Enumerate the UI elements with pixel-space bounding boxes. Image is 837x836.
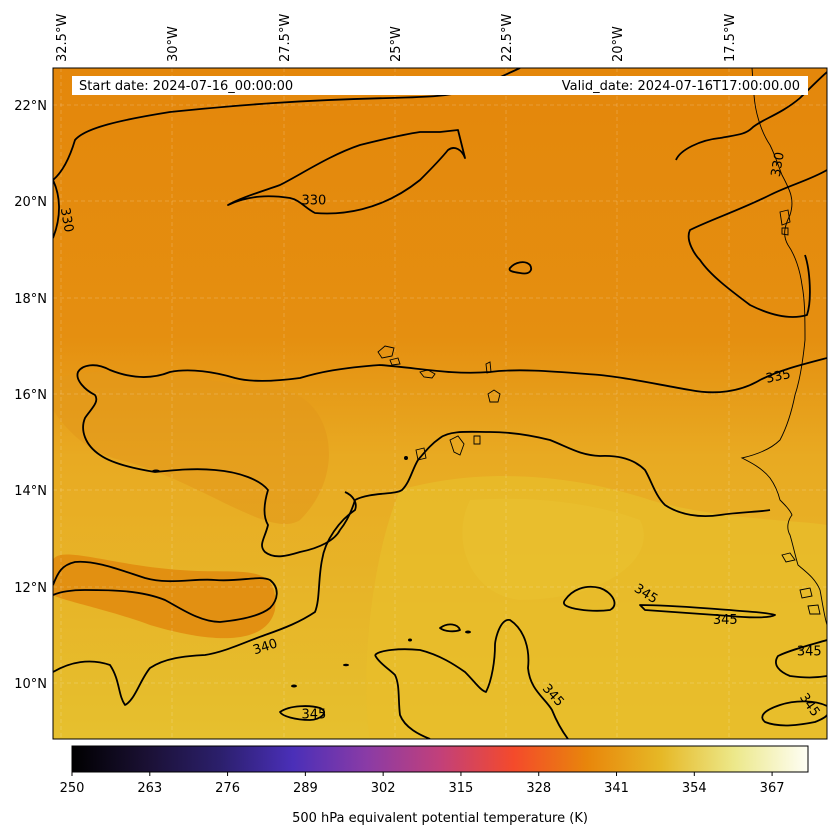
contour-label: 330 [769, 151, 788, 178]
contour-label: 330 [57, 207, 76, 234]
lat-label: 10°N [14, 677, 47, 692]
lon-label: 27.5°W [278, 14, 293, 62]
contour-345-se2 [761, 700, 827, 727]
island-bijagos-2 [799, 587, 813, 599]
lat-label: 14°N [14, 484, 47, 499]
lat-axis: 22°N 20°N 18°N 16°N 14°N 12°N 10°N [14, 99, 47, 692]
lat-label: 16°N [14, 388, 47, 403]
gridlines [53, 68, 827, 739]
coastline-points [152, 456, 471, 688]
island-bijagos-1 [781, 552, 796, 563]
island-cape-verde-7 [415, 447, 427, 461]
colorbar-tick-label: 354 [682, 781, 707, 796]
lon-label: 17.5°W [723, 14, 738, 62]
field-yellow-core [462, 498, 644, 600]
contour-label: 340 [251, 636, 279, 658]
lat-label: 20°N [14, 195, 47, 210]
contour-lines [53, 68, 827, 739]
contour-small-island-1 [439, 623, 461, 633]
colorbar: 250 263 276 289 302 315 328 341 354 367 500 hPa e… [60, 745, 809, 826]
lat-label: 22°N [14, 99, 47, 114]
colorbar-label: 500 hPa equivalent potential temperature… [292, 811, 588, 826]
contour-330-east [675, 71, 827, 161]
island-cape-verde-6 [449, 435, 465, 456]
islet-4 [404, 456, 408, 460]
colorbar-tick-label: 263 [137, 781, 162, 796]
island-cape-verde-8 [473, 435, 481, 445]
contour-345-w [279, 705, 325, 721]
island-canary-1 [779, 209, 791, 226]
contour-345-se [775, 639, 827, 679]
contour-330-nw-ridge [687, 169, 827, 318]
islet-6 [465, 630, 471, 634]
contour-label: 345 [797, 645, 822, 660]
contour-label: 330 [301, 193, 326, 208]
contour-345-east-a [562, 585, 616, 612]
field-warm-patch-sw [53, 371, 329, 525]
colorbar-tick-label: 276 [215, 781, 240, 796]
lon-label: 22.5°W [500, 14, 515, 62]
header-box [72, 76, 808, 95]
valid-date-label: Valid_date: 2024-07-16T17:00:00.00 [562, 79, 800, 94]
colorbar-tick-label: 315 [449, 781, 474, 796]
islet-2 [291, 684, 297, 688]
island-bijagos-3 [807, 604, 821, 615]
lon-label: 30°W [166, 26, 181, 62]
colorbar-ticks: 250 263 276 289 302 315 328 341 354 367 [60, 772, 785, 796]
colorbar-tick-label: 328 [526, 781, 551, 796]
start-date-label: Start date: 2024-07-16_00:00:00 [79, 79, 293, 94]
map-frame [52, 67, 828, 740]
contour-label: 335 [765, 367, 792, 387]
colorbar-tick-label: 367 [760, 781, 785, 796]
contour-340-sw [53, 560, 278, 623]
lon-label: 25°W [389, 26, 404, 62]
colorbar-bar [71, 745, 809, 773]
lat-label: 12°N [14, 581, 47, 596]
colorbar-tick-label: 250 [60, 781, 85, 796]
contour-345-s2 [374, 654, 431, 739]
island-cape-verde-3 [419, 369, 436, 379]
contour-small-blob [508, 261, 532, 275]
colorbar-tick-label: 302 [371, 781, 396, 796]
colorbar-tick-label: 289 [293, 781, 318, 796]
island-cape-verde-5 [487, 389, 501, 403]
island-cape-verde-4 [485, 361, 492, 374]
lon-label: 32.5°W [55, 14, 70, 62]
contour-label: 345 [301, 707, 326, 722]
coastline-africa [740, 68, 827, 626]
contour-335 [76, 357, 827, 558]
contour-330-west [53, 179, 60, 239]
island-cape-verde-1 [377, 345, 395, 359]
island-canary-2 [781, 227, 789, 236]
contour-345-east-b [639, 604, 776, 619]
field-warm-patch-west [53, 554, 276, 639]
contour-330-lobe [227, 129, 466, 215]
lon-axis: 32.5°W 30°W 27.5°W 25°W 22.5°W 20°W 17.5… [55, 14, 738, 62]
lat-label: 18°N [14, 292, 47, 307]
islet-1 [152, 469, 160, 473]
contour-label: 345 [713, 613, 738, 628]
contour-345-s [374, 619, 569, 739]
contour-340 [53, 491, 357, 706]
islet-5 [408, 638, 412, 642]
island-cape-verde-2 [389, 357, 401, 366]
islet-3 [343, 663, 349, 667]
coastlines [377, 68, 827, 626]
colorbar-tick-label: 341 [604, 781, 629, 796]
lon-label: 20°W [611, 26, 626, 62]
